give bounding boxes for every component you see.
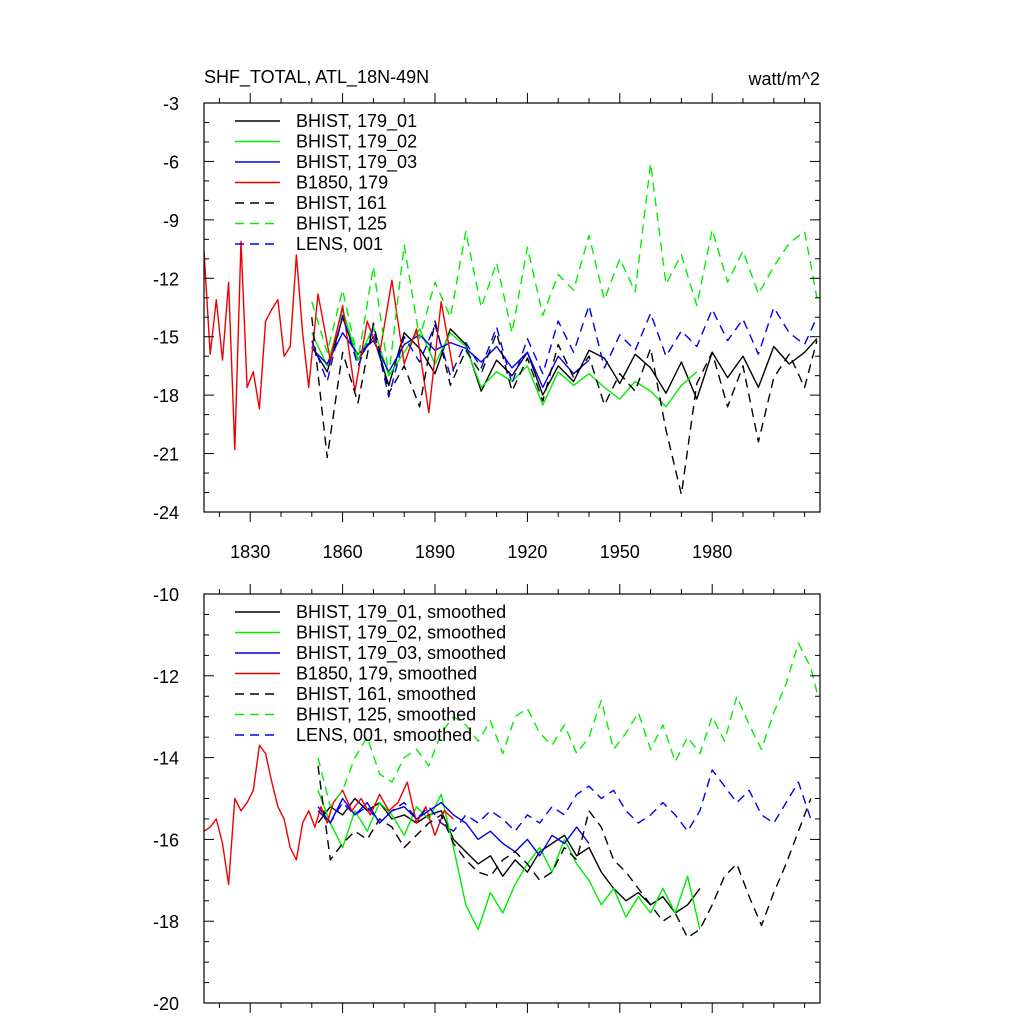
y-tick-label: -9: [163, 211, 179, 231]
plot-frame: [203, 102, 821, 513]
y-tick-label: -15: [153, 328, 179, 348]
y-tick-label: -10: [153, 585, 179, 605]
y-tick-label: -18: [153, 912, 179, 932]
x-tick-label: 1950: [600, 542, 640, 562]
y-tick-label: -14: [153, 749, 179, 769]
chart-units: watt/m^2: [748, 69, 820, 89]
x-tick-label: 1980: [692, 542, 732, 562]
bottom-axes: -10 -12 -14 -16 -18 -20: [153, 584, 821, 1014]
bottom-series-layer: [204, 642, 818, 939]
y-tick-label: -24: [153, 503, 179, 523]
y-tick-label: -12: [153, 269, 179, 289]
legend-label: BHIST, 179_01, smoothed: [296, 602, 506, 623]
legend-label: BHIST, 161: [296, 193, 387, 213]
x-tick-label: 1920: [507, 542, 547, 562]
y-tick-label: -18: [153, 386, 179, 406]
top-axes: -3 -6 -9 -12 -15 -18 -21 -24 1830 1860 1890 1920 195…: [153, 93, 821, 562]
series-line-4: [204, 744, 454, 886]
top-panel: SHF_TOTAL, ATL_18N-49N watt/m^2 -3 -6 -9 -1…: [153, 67, 821, 562]
legend-label: BHIST, 125, smoothed: [296, 705, 476, 725]
y-tick-label: -20: [153, 994, 179, 1014]
legend-label: BHIST, 179_01: [296, 111, 417, 132]
series-line-6: [317, 642, 818, 808]
series-line-7: [311, 304, 818, 398]
legend-label: BHIST, 179_03: [296, 152, 417, 173]
series-line-5: [311, 317, 818, 496]
series-line-6: [311, 162, 818, 377]
legend-label: BHIST, 179_02: [296, 132, 417, 153]
legend-label: BHIST, 179_02, smoothed: [296, 623, 506, 644]
series-line-4: [204, 240, 455, 451]
legend-label: LENS, 001, smoothed: [296, 725, 472, 745]
series-line-2: [317, 790, 701, 931]
series-line-5: [317, 765, 812, 939]
series-line-3: [311, 332, 590, 389]
y-tick-label: -21: [153, 445, 179, 465]
x-tick-label: 1830: [230, 542, 270, 562]
legend-label: B1850, 179: [296, 173, 388, 193]
series-line-7: [317, 769, 812, 832]
legend-label: BHIST, 125: [296, 214, 387, 234]
legend-label: BHIST, 179_03, smoothed: [296, 643, 506, 664]
top-series-layer: [204, 162, 818, 496]
legend-label: BHIST, 161, smoothed: [296, 684, 476, 704]
legend-label: B1850, 179, smoothed: [296, 664, 477, 684]
y-tick-label: -3: [163, 94, 179, 114]
x-tick-label: 1890: [415, 542, 455, 562]
series-line-3: [317, 797, 590, 857]
legend-label: LENS, 001: [296, 234, 383, 254]
x-tick-label: 1860: [323, 542, 363, 562]
y-tick-label: -6: [163, 152, 179, 172]
y-tick-label: -16: [153, 830, 179, 850]
y-tick-label: -12: [153, 667, 179, 687]
bottom-panel: -10 -12 -14 -16 -18 -20 BHIST, 179_01, smooth…: [153, 584, 821, 1014]
chart-title: SHF_TOTAL, ATL_18N-49N: [204, 67, 429, 88]
